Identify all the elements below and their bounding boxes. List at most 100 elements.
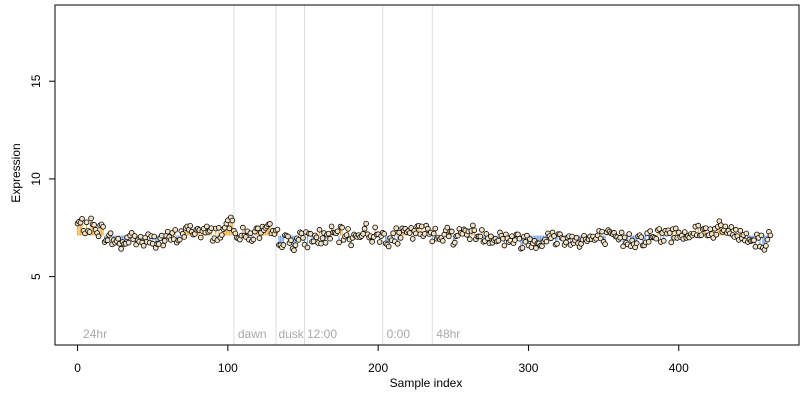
data-point <box>516 235 523 242</box>
data-point <box>488 233 494 240</box>
data-point <box>256 235 263 241</box>
data-point <box>86 229 93 235</box>
data-point <box>104 237 111 244</box>
data-point <box>316 226 323 233</box>
data-point <box>666 230 673 236</box>
data-point <box>563 239 569 246</box>
data-point <box>291 247 297 254</box>
data-point <box>208 225 215 231</box>
data-point <box>369 239 375 245</box>
data-point <box>394 240 401 247</box>
data-point <box>300 235 306 241</box>
data-point <box>620 243 626 250</box>
time-annotation-label: dusk <box>278 327 304 341</box>
data-point <box>424 225 431 232</box>
data-point <box>325 230 332 237</box>
x-tick-label: 0 <box>74 361 81 375</box>
data-point <box>345 226 351 232</box>
data-point <box>758 232 765 239</box>
data-point <box>681 229 688 235</box>
data-point <box>672 225 679 232</box>
data-point <box>274 226 281 233</box>
data-point <box>406 230 413 236</box>
data-point <box>361 225 368 232</box>
data-point <box>288 237 294 244</box>
data-point <box>722 223 729 230</box>
data-point <box>158 232 165 239</box>
data-point <box>137 233 144 240</box>
data-point <box>512 237 518 243</box>
data-point <box>737 227 744 234</box>
data-point <box>467 236 473 243</box>
x-tick-label: 300 <box>518 361 538 375</box>
y-tick-label: 15 <box>29 74 43 88</box>
data-point <box>307 231 314 237</box>
data-points <box>74 214 774 254</box>
data-point <box>554 240 560 247</box>
data-point <box>318 240 324 247</box>
data-point <box>764 236 771 243</box>
data-point <box>100 223 106 230</box>
time-annotation-label: dawn <box>238 327 267 341</box>
data-point <box>445 233 452 240</box>
data-point <box>255 225 261 232</box>
data-point <box>216 224 222 231</box>
data-point <box>656 226 663 232</box>
data-point <box>617 234 623 241</box>
data-point <box>267 221 273 227</box>
data-point <box>187 223 194 229</box>
data-point <box>155 241 162 247</box>
data-point <box>626 231 632 237</box>
data-point <box>118 246 124 252</box>
x-tick-label: 100 <box>218 361 238 375</box>
data-point <box>638 234 644 240</box>
data-point <box>381 231 387 237</box>
data-point <box>140 242 147 249</box>
time-annotation-label: 12:00 <box>307 327 337 341</box>
data-point <box>348 242 354 249</box>
time-annotation-label: 24hr <box>83 327 107 341</box>
time-annotation-label: 48hr <box>436 327 460 341</box>
data-point <box>328 223 335 230</box>
data-point <box>448 228 455 235</box>
data-point <box>295 237 302 243</box>
data-point <box>495 237 502 244</box>
data-point <box>292 242 299 248</box>
x-tick-label: 400 <box>669 361 689 375</box>
data-point <box>543 238 550 245</box>
data-point <box>471 227 478 234</box>
data-point <box>219 232 225 238</box>
data-point <box>409 236 416 242</box>
data-point <box>429 238 436 245</box>
data-point <box>763 243 769 249</box>
data-point <box>95 233 102 240</box>
data-point <box>573 234 580 241</box>
data-point <box>204 223 210 230</box>
data-point <box>125 239 132 246</box>
y-tick-label: 10 <box>29 172 43 186</box>
data-point <box>479 227 485 233</box>
data-point <box>285 233 291 240</box>
data-point <box>618 229 625 236</box>
data-point <box>247 230 254 237</box>
data-point <box>376 239 383 245</box>
data-point <box>160 242 167 249</box>
data-point <box>421 231 428 237</box>
data-point <box>363 220 369 227</box>
data-point <box>322 240 329 246</box>
data-point <box>743 230 750 237</box>
x-axis-label: Sample index <box>390 376 463 390</box>
data-point <box>393 225 399 231</box>
data-point <box>229 217 236 224</box>
data-point <box>733 226 739 233</box>
data-point <box>164 228 171 235</box>
data-point <box>83 219 90 226</box>
data-point <box>107 230 114 237</box>
data-point <box>197 234 204 241</box>
data-point <box>551 233 557 239</box>
data-point <box>621 234 628 241</box>
data-point <box>91 222 97 228</box>
data-point <box>418 223 425 230</box>
data-point <box>280 242 287 248</box>
data-point <box>250 236 257 243</box>
